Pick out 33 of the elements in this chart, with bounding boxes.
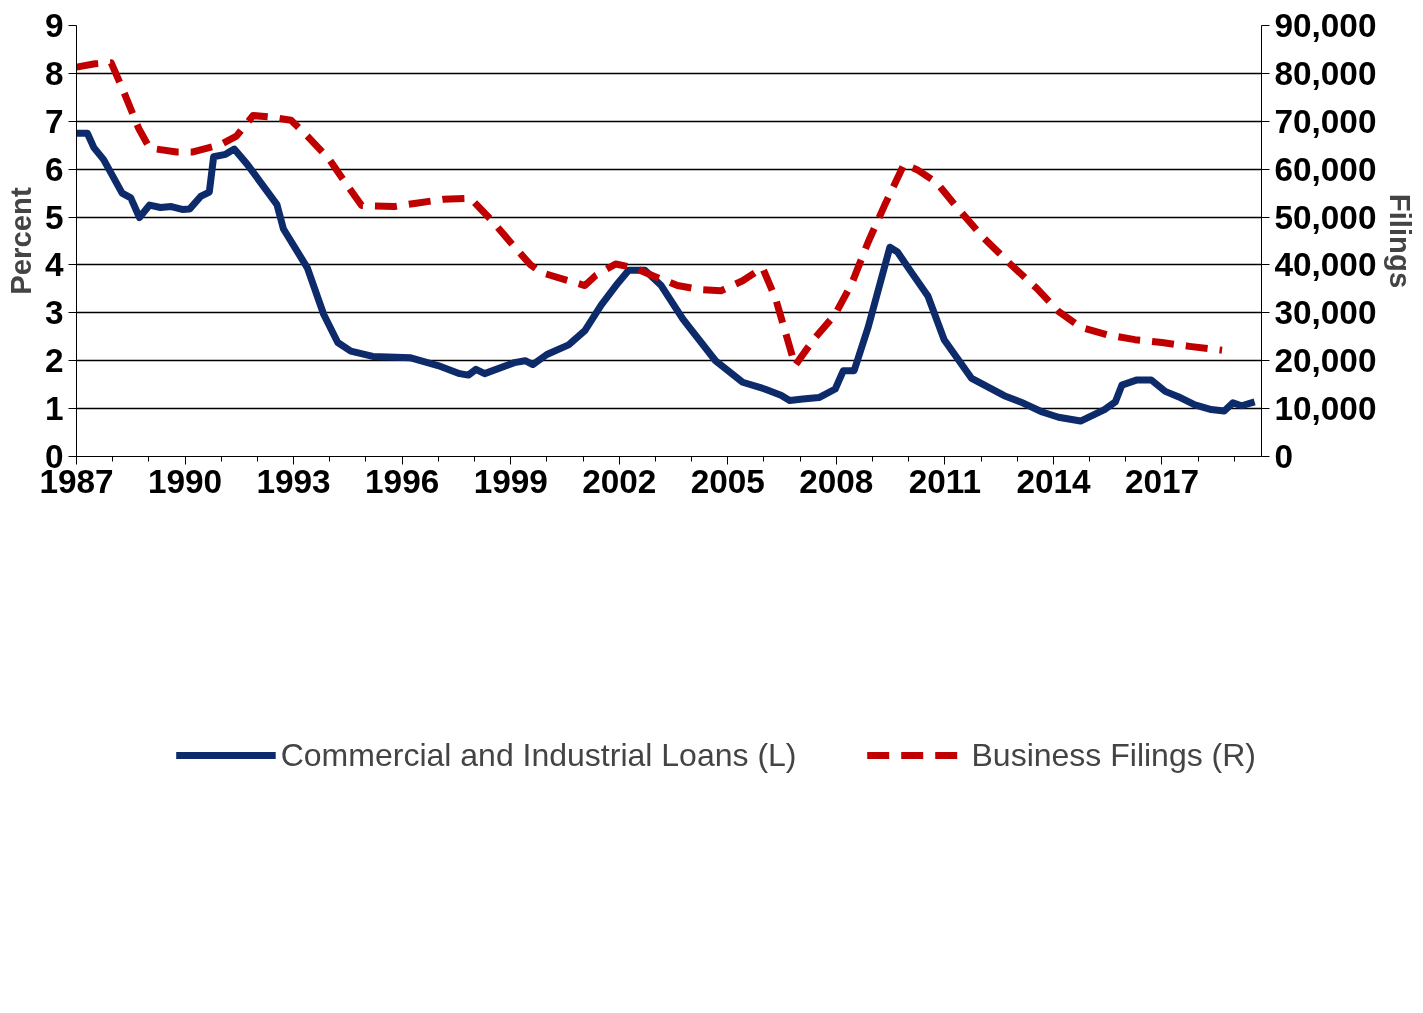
legend-label: Commercial and Industrial Loans (L)	[280, 736, 797, 774]
y-tick-label: 5	[44, 198, 64, 236]
y-tick-label: 8	[44, 54, 64, 92]
y2-tick-label: 20,000	[1274, 342, 1377, 380]
x-tick-label: 1999	[473, 462, 548, 500]
y-axis-title: Percent	[3, 186, 37, 295]
y2-tick-label: 70,000	[1274, 102, 1377, 140]
y-tick-label: 6	[44, 150, 64, 188]
x-tick-label: 2011	[908, 462, 982, 500]
legend-label: Business Filings (R)	[971, 736, 1256, 774]
y2-axis-title: Filings	[1384, 193, 1418, 289]
y-tick-label: 7	[44, 102, 64, 140]
x-tick-label: 1996	[365, 462, 440, 500]
x-tick-label: 1990	[147, 462, 223, 500]
y-tick-label: 2	[44, 342, 64, 380]
y2-tick-label: 0	[1274, 438, 1294, 475]
x-tick-label: 2008	[799, 462, 874, 500]
x-tick-label: 2002	[582, 462, 657, 500]
x-tick-label: 2005	[690, 462, 765, 500]
y2-tick-label: 40,000	[1274, 246, 1377, 284]
y2-tick-label: 50,000	[1274, 198, 1377, 236]
x-tick-label: 2017	[1124, 462, 1200, 500]
x-tick-label: 2014	[1016, 462, 1091, 500]
y2-tick-label: 10,000	[1274, 390, 1377, 428]
y2-tick-label: 60,000	[1274, 150, 1377, 188]
y2-tick-label: 30,000	[1274, 294, 1377, 332]
y2-tick-label: 80,000	[1274, 54, 1377, 92]
x-tick-label: 1993	[256, 462, 331, 500]
y2-tick-label: 90,000	[1274, 7, 1377, 44]
y-tick-label: 9	[44, 7, 64, 44]
y-tick-label: 4	[44, 246, 64, 284]
y-tick-label: 1	[44, 390, 64, 428]
y-tick-label: 3	[44, 294, 64, 332]
